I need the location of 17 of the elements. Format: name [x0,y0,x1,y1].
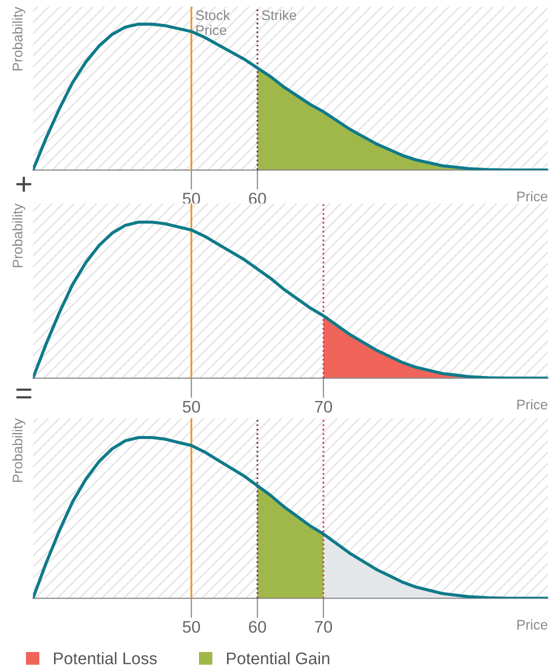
x-axis-title: Price [517,191,548,202]
text: + [16,176,32,192]
y-axis-title: Probability [12,6,26,70]
y-axis-title: Probability [12,418,26,482]
x-tick-label: 50 [182,400,200,413]
text: = [16,388,32,398]
ref-line-label: Stock Price [196,10,230,36]
legend-label: Potential Loss [54,652,157,664]
ref-line-label: Strike [262,10,296,20]
x-tick-label: 50 [182,620,200,633]
legend-label: Potential Gain [227,652,330,664]
x-axis-title: Price [517,399,548,410]
x-axis-title: Price [517,619,548,630]
x-tick-label: 70 [315,400,332,413]
x-tick-label: 60 [248,620,266,633]
x-tick-label: 70 [315,620,332,633]
y-axis-title: Probability [12,203,26,268]
